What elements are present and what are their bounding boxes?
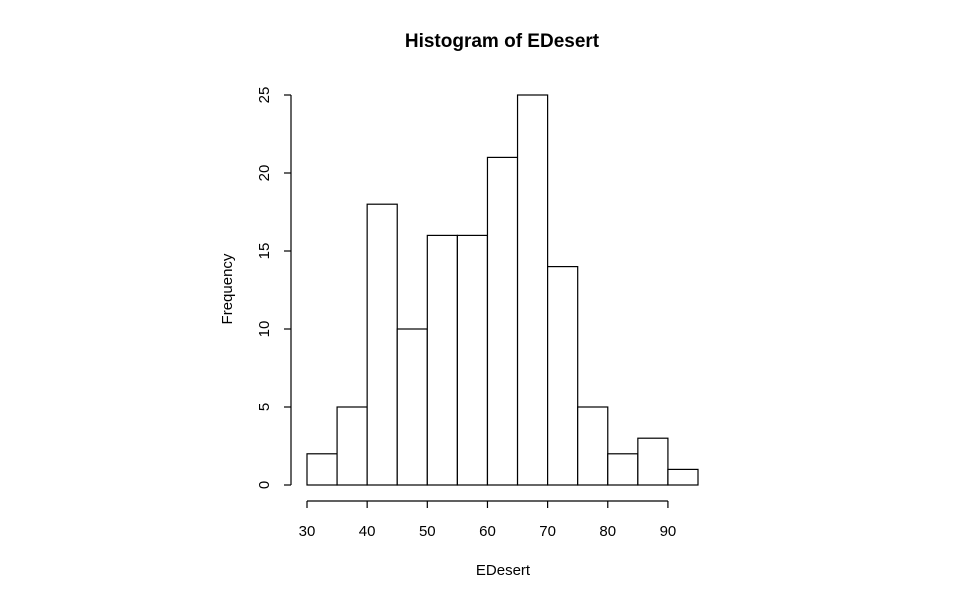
y-tick-label-5: 5 <box>256 403 273 411</box>
y-tick-label-0: 0 <box>256 481 273 489</box>
histogram-bar-70-75 <box>547 266 579 486</box>
histogram-bar-40-45 <box>366 203 398 486</box>
x-tick-label-90: 90 <box>660 523 677 540</box>
histogram-bar-50-55 <box>426 234 458 486</box>
y-tick-label-10: 10 <box>256 321 273 338</box>
histogram-bar-35-40 <box>336 406 368 486</box>
x-axis-label: EDesert <box>476 562 531 579</box>
histogram-bar-85-90 <box>637 437 669 486</box>
histogram-bar-75-80 <box>577 406 609 486</box>
y-axis: 0 5 10 15 20 25 <box>256 87 292 489</box>
x-tick-label-40: 40 <box>359 523 376 540</box>
histogram-bar-65-70 <box>516 94 549 486</box>
histogram-bar-30-35 <box>306 453 338 486</box>
x-tick-label-70: 70 <box>539 523 556 540</box>
y-tick-label-20: 20 <box>256 165 273 182</box>
x-tick-label-50: 50 <box>419 523 436 540</box>
histogram-bar-80-85 <box>607 453 639 486</box>
x-tick-label-60: 60 <box>479 523 496 540</box>
y-tick-label-15: 15 <box>256 243 273 260</box>
x-tick-label-80: 80 <box>599 523 616 540</box>
x-tick-label-30: 30 <box>299 523 316 540</box>
y-axis-label: Frequency <box>219 253 236 324</box>
y-tick-label-25: 25 <box>256 87 273 104</box>
histogram-bar-55-60 <box>456 234 489 486</box>
histogram-bar-60-65 <box>486 156 519 486</box>
histogram-bar-90-95 <box>667 468 699 486</box>
bars-group <box>306 94 699 486</box>
histogram-bar-45-50 <box>396 328 428 486</box>
chart-title: Histogram of EDesert <box>405 31 600 52</box>
x-axis: 30 40 50 60 70 80 90 <box>299 500 677 540</box>
